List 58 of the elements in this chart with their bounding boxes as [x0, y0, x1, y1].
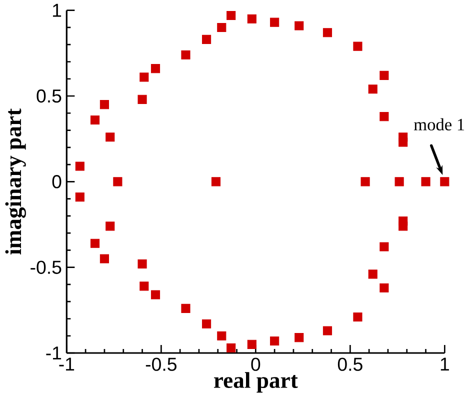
y-tick-label: 0.5 — [36, 89, 62, 103]
point — [398, 138, 408, 147]
y-axis-title: imaginary part — [5, 108, 26, 255]
point — [380, 242, 389, 252]
point — [211, 177, 221, 186]
point — [90, 115, 100, 125]
point — [294, 21, 304, 30]
point — [398, 216, 408, 226]
y-tick-label: -0.5 — [30, 260, 62, 274]
x-tick-label: 0 — [251, 358, 260, 371]
point — [270, 18, 280, 27]
point — [322, 28, 332, 38]
y-tick-label: 1 — [53, 4, 62, 17]
point — [150, 64, 160, 74]
point — [100, 254, 110, 264]
point — [394, 177, 404, 186]
x-tick-label: -0.5 — [146, 358, 176, 371]
point — [100, 100, 110, 110]
point — [140, 282, 149, 291]
y-tick-label: -1 — [46, 346, 62, 360]
point — [75, 162, 84, 171]
point — [368, 270, 378, 279]
point — [440, 177, 450, 186]
point — [217, 22, 226, 32]
point — [90, 238, 100, 248]
point — [353, 312, 362, 322]
point — [322, 326, 332, 336]
point — [294, 333, 304, 342]
point — [380, 112, 389, 122]
point — [150, 290, 160, 300]
point — [138, 259, 147, 268]
x-tick-label: 1 — [440, 358, 449, 371]
point — [181, 304, 190, 313]
point — [202, 319, 212, 328]
point — [181, 50, 190, 60]
x-axis-title: real part — [214, 372, 298, 393]
point — [380, 70, 389, 80]
point — [360, 177, 370, 186]
point — [226, 343, 236, 352]
annotation: mode 1 — [414, 118, 464, 130]
point — [353, 42, 362, 51]
point — [247, 14, 256, 24]
point — [138, 94, 147, 104]
point — [270, 336, 280, 346]
point — [226, 10, 236, 20]
point — [140, 72, 149, 82]
point — [106, 132, 115, 142]
point — [368, 84, 378, 94]
y-tick-label: 0 — [52, 175, 62, 188]
point — [421, 177, 430, 186]
point — [202, 34, 212, 44]
point — [247, 340, 256, 349]
point — [380, 283, 389, 292]
point — [217, 331, 226, 340]
point — [75, 192, 84, 202]
x-tick-label: 0.5 — [338, 358, 362, 371]
point — [113, 177, 122, 186]
point — [106, 222, 115, 231]
